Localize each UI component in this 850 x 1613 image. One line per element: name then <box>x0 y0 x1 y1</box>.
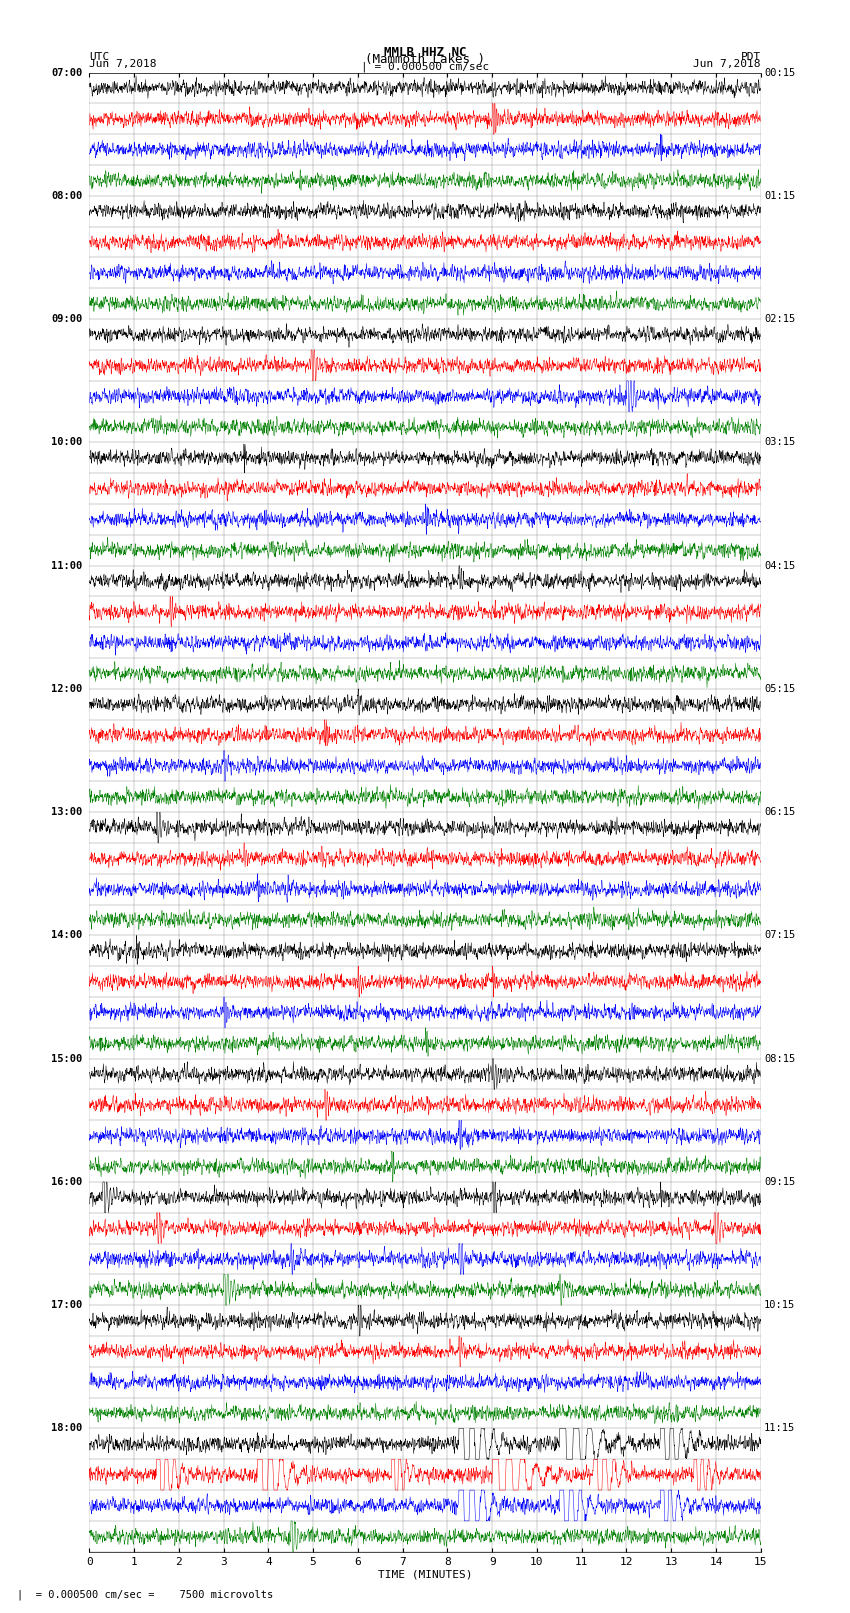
Text: 04:15: 04:15 <box>764 561 796 571</box>
Text: 10:15: 10:15 <box>764 1300 796 1310</box>
Text: 07:15: 07:15 <box>764 931 796 940</box>
Text: 16:00: 16:00 <box>51 1177 82 1187</box>
Text: |  = 0.000500 cm/sec =    7500 microvolts: | = 0.000500 cm/sec = 7500 microvolts <box>17 1589 273 1600</box>
Text: 15:00: 15:00 <box>51 1053 82 1063</box>
X-axis label: TIME (MINUTES): TIME (MINUTES) <box>377 1569 473 1579</box>
Text: (Mammoth Lakes ): (Mammoth Lakes ) <box>365 53 485 66</box>
Text: UTC: UTC <box>89 52 110 63</box>
Text: 17:00: 17:00 <box>51 1300 82 1310</box>
Text: 07:00: 07:00 <box>51 68 82 77</box>
Text: 08:00: 08:00 <box>51 190 82 202</box>
Text: 08:15: 08:15 <box>764 1053 796 1063</box>
Text: 01:15: 01:15 <box>764 190 796 202</box>
Text: | = 0.000500 cm/sec: | = 0.000500 cm/sec <box>361 61 489 71</box>
Text: Jun 7,2018: Jun 7,2018 <box>89 60 156 69</box>
Text: PDT: PDT <box>740 52 761 63</box>
Text: 00:15: 00:15 <box>764 68 796 77</box>
Text: 02:15: 02:15 <box>764 315 796 324</box>
Text: 11:15: 11:15 <box>764 1423 796 1434</box>
Text: 03:15: 03:15 <box>764 437 796 447</box>
Text: MMLB HHZ NC: MMLB HHZ NC <box>383 45 467 58</box>
Text: 09:15: 09:15 <box>764 1177 796 1187</box>
Text: 05:15: 05:15 <box>764 684 796 694</box>
Text: 13:00: 13:00 <box>51 806 82 818</box>
Text: 09:00: 09:00 <box>51 315 82 324</box>
Text: 06:15: 06:15 <box>764 806 796 818</box>
Text: Jun 7,2018: Jun 7,2018 <box>694 60 761 69</box>
Text: 18:00: 18:00 <box>51 1423 82 1434</box>
Text: 10:00: 10:00 <box>51 437 82 447</box>
Text: 14:00: 14:00 <box>51 931 82 940</box>
Text: 11:00: 11:00 <box>51 561 82 571</box>
Text: 12:00: 12:00 <box>51 684 82 694</box>
